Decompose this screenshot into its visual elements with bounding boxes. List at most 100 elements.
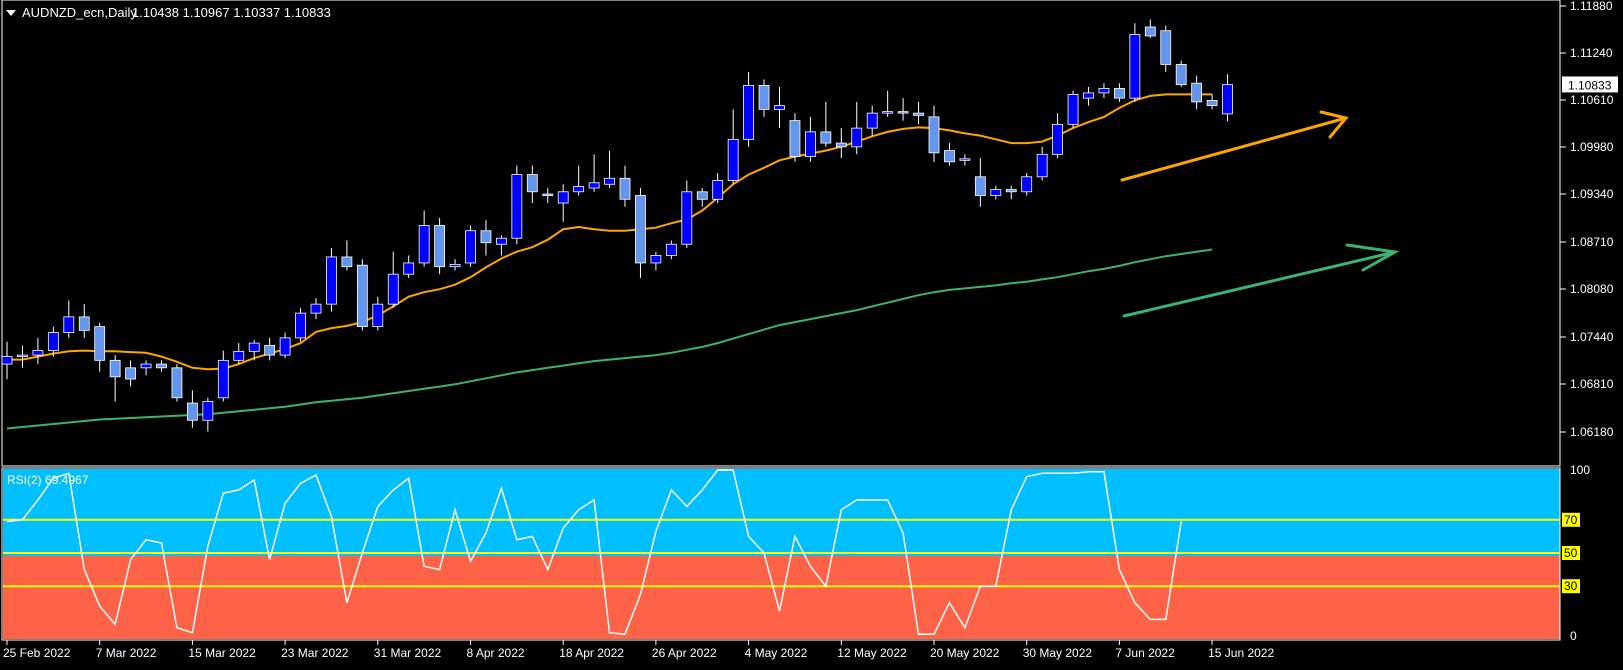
time-tick-label: 8 Apr 2022 bbox=[467, 646, 525, 660]
price-tick-label: 1.09340 bbox=[1570, 187, 1614, 201]
bull-candle-body bbox=[1036, 153, 1048, 178]
bull-candle-body bbox=[681, 191, 693, 245]
rsi-line bbox=[6, 469, 1182, 636]
time-tick-label: 26 Apr 2022 bbox=[652, 646, 717, 660]
candle bbox=[171, 364, 183, 402]
bull-candle-body bbox=[774, 105, 785, 110]
candle bbox=[1098, 83, 1110, 99]
price-tick-label: 1.10610 bbox=[1570, 93, 1614, 107]
bull-candle-body bbox=[17, 354, 28, 357]
bull-candle-body bbox=[990, 189, 1002, 196]
candle bbox=[1160, 25, 1172, 72]
bull-candle-body bbox=[1052, 123, 1063, 155]
bull-candle-body bbox=[1222, 84, 1233, 115]
bull-candle-body bbox=[665, 243, 677, 256]
candle bbox=[1191, 75, 1203, 110]
candle bbox=[341, 240, 353, 271]
bear-candle-body bbox=[820, 131, 832, 144]
candle bbox=[63, 300, 75, 338]
candle bbox=[356, 259, 368, 331]
candle bbox=[202, 397, 214, 432]
rsi-axis-label: 100 bbox=[1570, 463, 1590, 477]
time-tick-label: 25 Feb 2022 bbox=[3, 646, 71, 660]
bull-candle-body bbox=[851, 127, 863, 148]
candle bbox=[542, 188, 554, 204]
bear-candle-body bbox=[542, 193, 554, 196]
candle bbox=[140, 360, 152, 376]
candle bbox=[233, 343, 245, 365]
symbol-label: AUDNZD_ecn,Daily bbox=[22, 5, 137, 20]
bear-candle-body bbox=[944, 150, 955, 163]
time-tick-label: 7 Mar 2022 bbox=[96, 646, 157, 660]
candle bbox=[1067, 90, 1079, 129]
bull-candle-body bbox=[465, 230, 476, 264]
candle bbox=[94, 322, 106, 372]
bull-candle-body bbox=[202, 401, 214, 421]
bear-candle-body bbox=[78, 316, 90, 331]
bull-candle-body bbox=[372, 303, 384, 328]
bear-candle-body bbox=[125, 367, 136, 380]
bear-candle-body bbox=[171, 367, 183, 399]
candle bbox=[403, 255, 415, 278]
time-tick-label: 23 Mar 2022 bbox=[281, 646, 349, 660]
bear-candle-body bbox=[1206, 99, 1218, 107]
bull-candle-body bbox=[866, 112, 878, 129]
bear-candle-body bbox=[94, 326, 106, 361]
rsi-level-tag bbox=[1562, 579, 1580, 594]
bull-candle-body bbox=[449, 264, 461, 268]
time-tick-label: 18 Apr 2022 bbox=[559, 646, 624, 660]
candle bbox=[372, 296, 384, 331]
candle bbox=[1, 341, 13, 380]
triangle-down-icon[interactable] bbox=[6, 10, 16, 16]
bear-candle-body bbox=[897, 111, 909, 114]
candle bbox=[156, 360, 167, 372]
rsi-level-tag bbox=[1562, 546, 1580, 560]
rsi-level-label: 70 bbox=[1564, 513, 1578, 527]
time-tick-label: 4 May 2022 bbox=[745, 646, 808, 660]
candle bbox=[32, 337, 44, 365]
bear-candle-body bbox=[1114, 88, 1125, 99]
candle bbox=[820, 101, 832, 147]
candle bbox=[217, 350, 229, 402]
candle bbox=[47, 326, 59, 357]
bull-candle-body bbox=[279, 337, 291, 356]
candle bbox=[186, 390, 198, 428]
candle bbox=[17, 345, 28, 368]
candle bbox=[1021, 173, 1033, 196]
green-trend-arrow bbox=[1122, 243, 1400, 318]
bear-candle-body bbox=[434, 225, 446, 268]
bull-candle-body bbox=[511, 174, 523, 239]
candle bbox=[573, 165, 585, 196]
candle bbox=[326, 247, 337, 312]
bull-candle-body bbox=[248, 342, 260, 352]
rsi-indicator-label: RSI(2) 69.4967 bbox=[7, 473, 89, 487]
time-tick-label: 30 May 2022 bbox=[1023, 646, 1093, 660]
bull-candle-body bbox=[32, 350, 44, 356]
candle bbox=[789, 113, 801, 162]
candle bbox=[1036, 146, 1048, 181]
candle bbox=[588, 154, 600, 192]
candle bbox=[635, 188, 646, 278]
candle bbox=[882, 90, 894, 117]
bear-candle-body bbox=[156, 363, 167, 369]
bear-candle-body bbox=[835, 142, 847, 148]
candle bbox=[1175, 60, 1187, 87]
bull-candle-body bbox=[557, 191, 569, 204]
bull-candle-body bbox=[310, 303, 322, 314]
bull-candle-body bbox=[217, 359, 229, 399]
candle bbox=[990, 185, 1002, 200]
bull-candle-body bbox=[63, 316, 75, 334]
candle bbox=[248, 340, 260, 361]
bull-candle-body bbox=[326, 256, 337, 305]
candle bbox=[944, 143, 955, 166]
bear-candle-body bbox=[696, 191, 708, 200]
candle bbox=[712, 173, 724, 204]
bear-candle-body bbox=[619, 177, 631, 200]
price-tick-label: 1.09980 bbox=[1570, 140, 1614, 154]
time-tick-label: 15 Mar 2022 bbox=[188, 646, 256, 660]
candle bbox=[279, 332, 291, 359]
candle bbox=[109, 355, 121, 402]
current-price-tag bbox=[1562, 76, 1618, 93]
candle bbox=[125, 360, 136, 387]
